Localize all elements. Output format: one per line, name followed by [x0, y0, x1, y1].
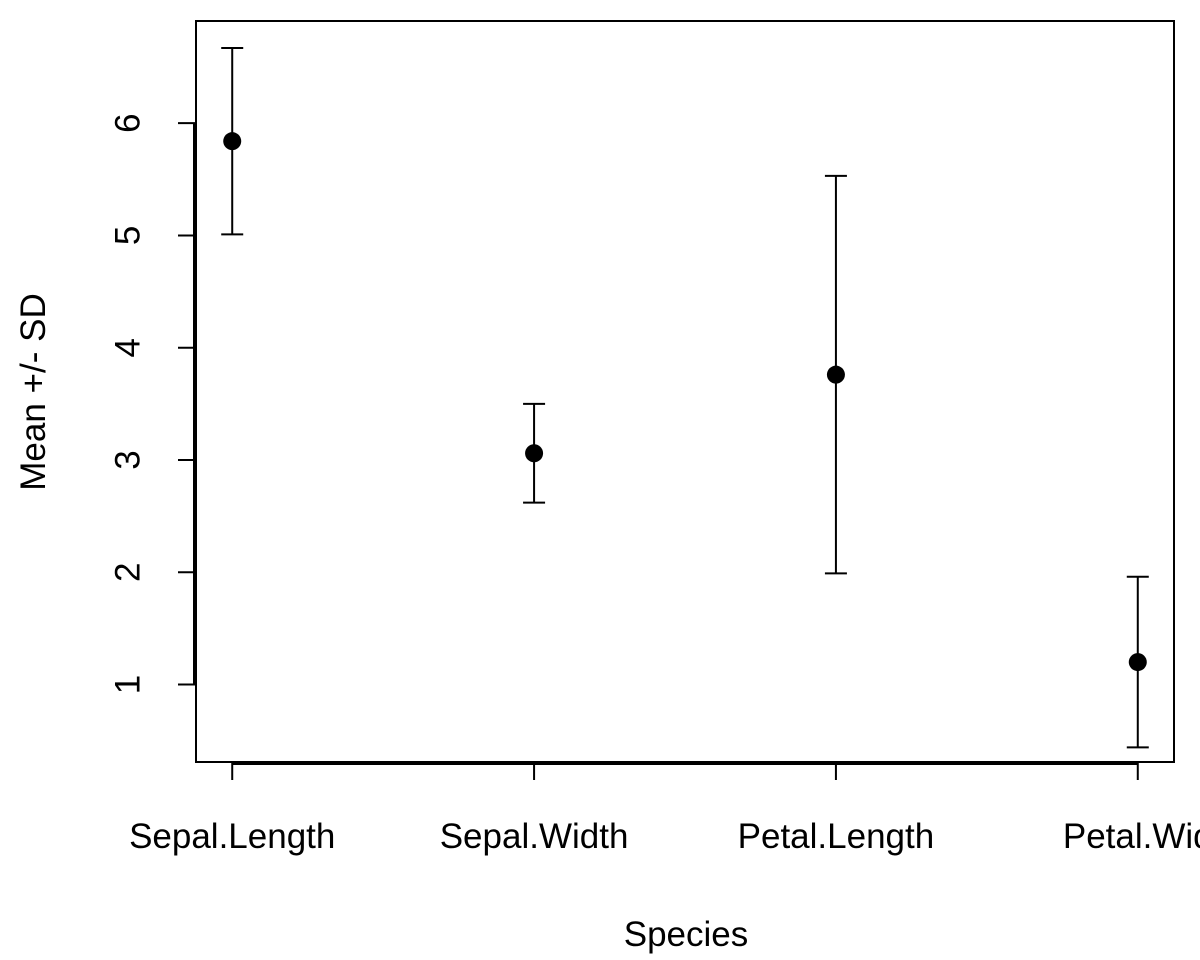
y-tick-label: 4 [109, 338, 148, 357]
x-tick-label: Petal.Length [738, 817, 935, 856]
y-tick-label: 3 [109, 450, 148, 469]
x-tick-label: Sepal.Length [129, 817, 335, 856]
mean-point [525, 444, 544, 463]
x-axis-title: Species [624, 915, 749, 954]
y-axis-title: Mean +/- SD [14, 293, 53, 490]
mean-point [223, 132, 242, 151]
data-marks [221, 46, 1149, 749]
y-tick-label: 2 [109, 563, 148, 582]
mean-point [1128, 653, 1147, 672]
y-tick-label: 6 [109, 113, 148, 132]
y-tick-label: 1 [109, 675, 148, 694]
y-tick-label: 5 [109, 226, 148, 245]
mean-point [826, 365, 845, 384]
x-tick-label: Sepal.Width [440, 817, 629, 856]
y-axis: 1 2 3 4 5 6 [109, 113, 196, 694]
x-tick-label: Petal.Wid [1063, 817, 1200, 856]
x-axis: Sepal.Length Sepal.Width Petal.Length Petal… [129, 762, 1200, 856]
plot-frame [195, 20, 1175, 763]
